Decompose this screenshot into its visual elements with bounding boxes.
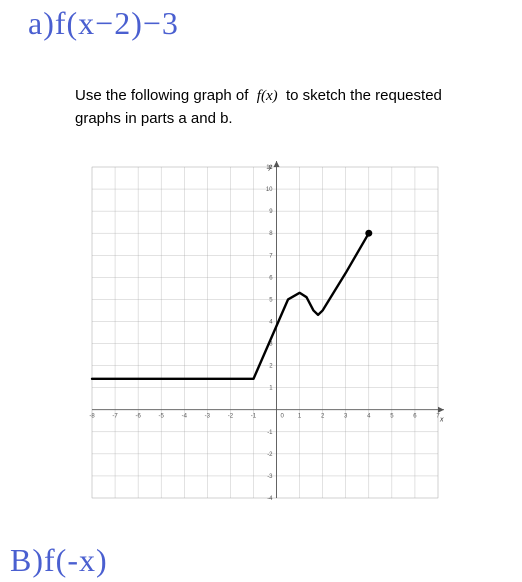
svg-text:2: 2: [321, 414, 325, 420]
svg-text:-3: -3: [205, 414, 211, 420]
svg-text:x: x: [439, 417, 444, 424]
svg-text:1: 1: [269, 386, 273, 392]
svg-text:-6: -6: [135, 414, 141, 420]
svg-text:-8: -8: [89, 414, 95, 420]
instruction-fx: f(x): [257, 88, 278, 104]
svg-text:9: 9: [269, 209, 273, 215]
svg-text:y: y: [268, 164, 273, 171]
instruction-prefix: Use the following graph of: [75, 87, 253, 104]
svg-text:8: 8: [269, 231, 273, 237]
graph-chart: -8-7-6-5-4-3-2-11234567-4-3-2-1123456789…: [80, 155, 450, 510]
svg-text:-2: -2: [228, 414, 234, 420]
svg-text:5: 5: [269, 297, 273, 303]
svg-text:-4: -4: [182, 414, 188, 420]
svg-text:-4: -4: [267, 496, 273, 502]
instruction-text: Use the following graph of f(x) to sketc…: [75, 85, 485, 130]
svg-text:1: 1: [298, 414, 302, 420]
svg-text:3: 3: [344, 414, 348, 420]
svg-text:-7: -7: [112, 414, 118, 420]
part-b-annotation: B)f(-x): [10, 542, 108, 579]
svg-text:7: 7: [269, 253, 273, 259]
svg-text:0: 0: [281, 414, 285, 420]
svg-text:10: 10: [266, 187, 273, 193]
svg-text:4: 4: [367, 414, 371, 420]
svg-text:6: 6: [269, 275, 273, 281]
chart-svg: -8-7-6-5-4-3-2-11234567-4-3-2-1123456789…: [80, 155, 450, 510]
svg-text:2: 2: [269, 364, 273, 370]
svg-text:5: 5: [390, 414, 394, 420]
svg-text:4: 4: [269, 319, 273, 325]
svg-text:-1: -1: [251, 414, 257, 420]
svg-text:6: 6: [413, 414, 417, 420]
svg-text:-1: -1: [267, 430, 273, 436]
part-a-annotation: a)f(x−2)−3: [28, 5, 179, 42]
svg-text:-2: -2: [267, 452, 273, 458]
svg-text:-5: -5: [159, 414, 165, 420]
svg-text:-3: -3: [267, 474, 273, 480]
